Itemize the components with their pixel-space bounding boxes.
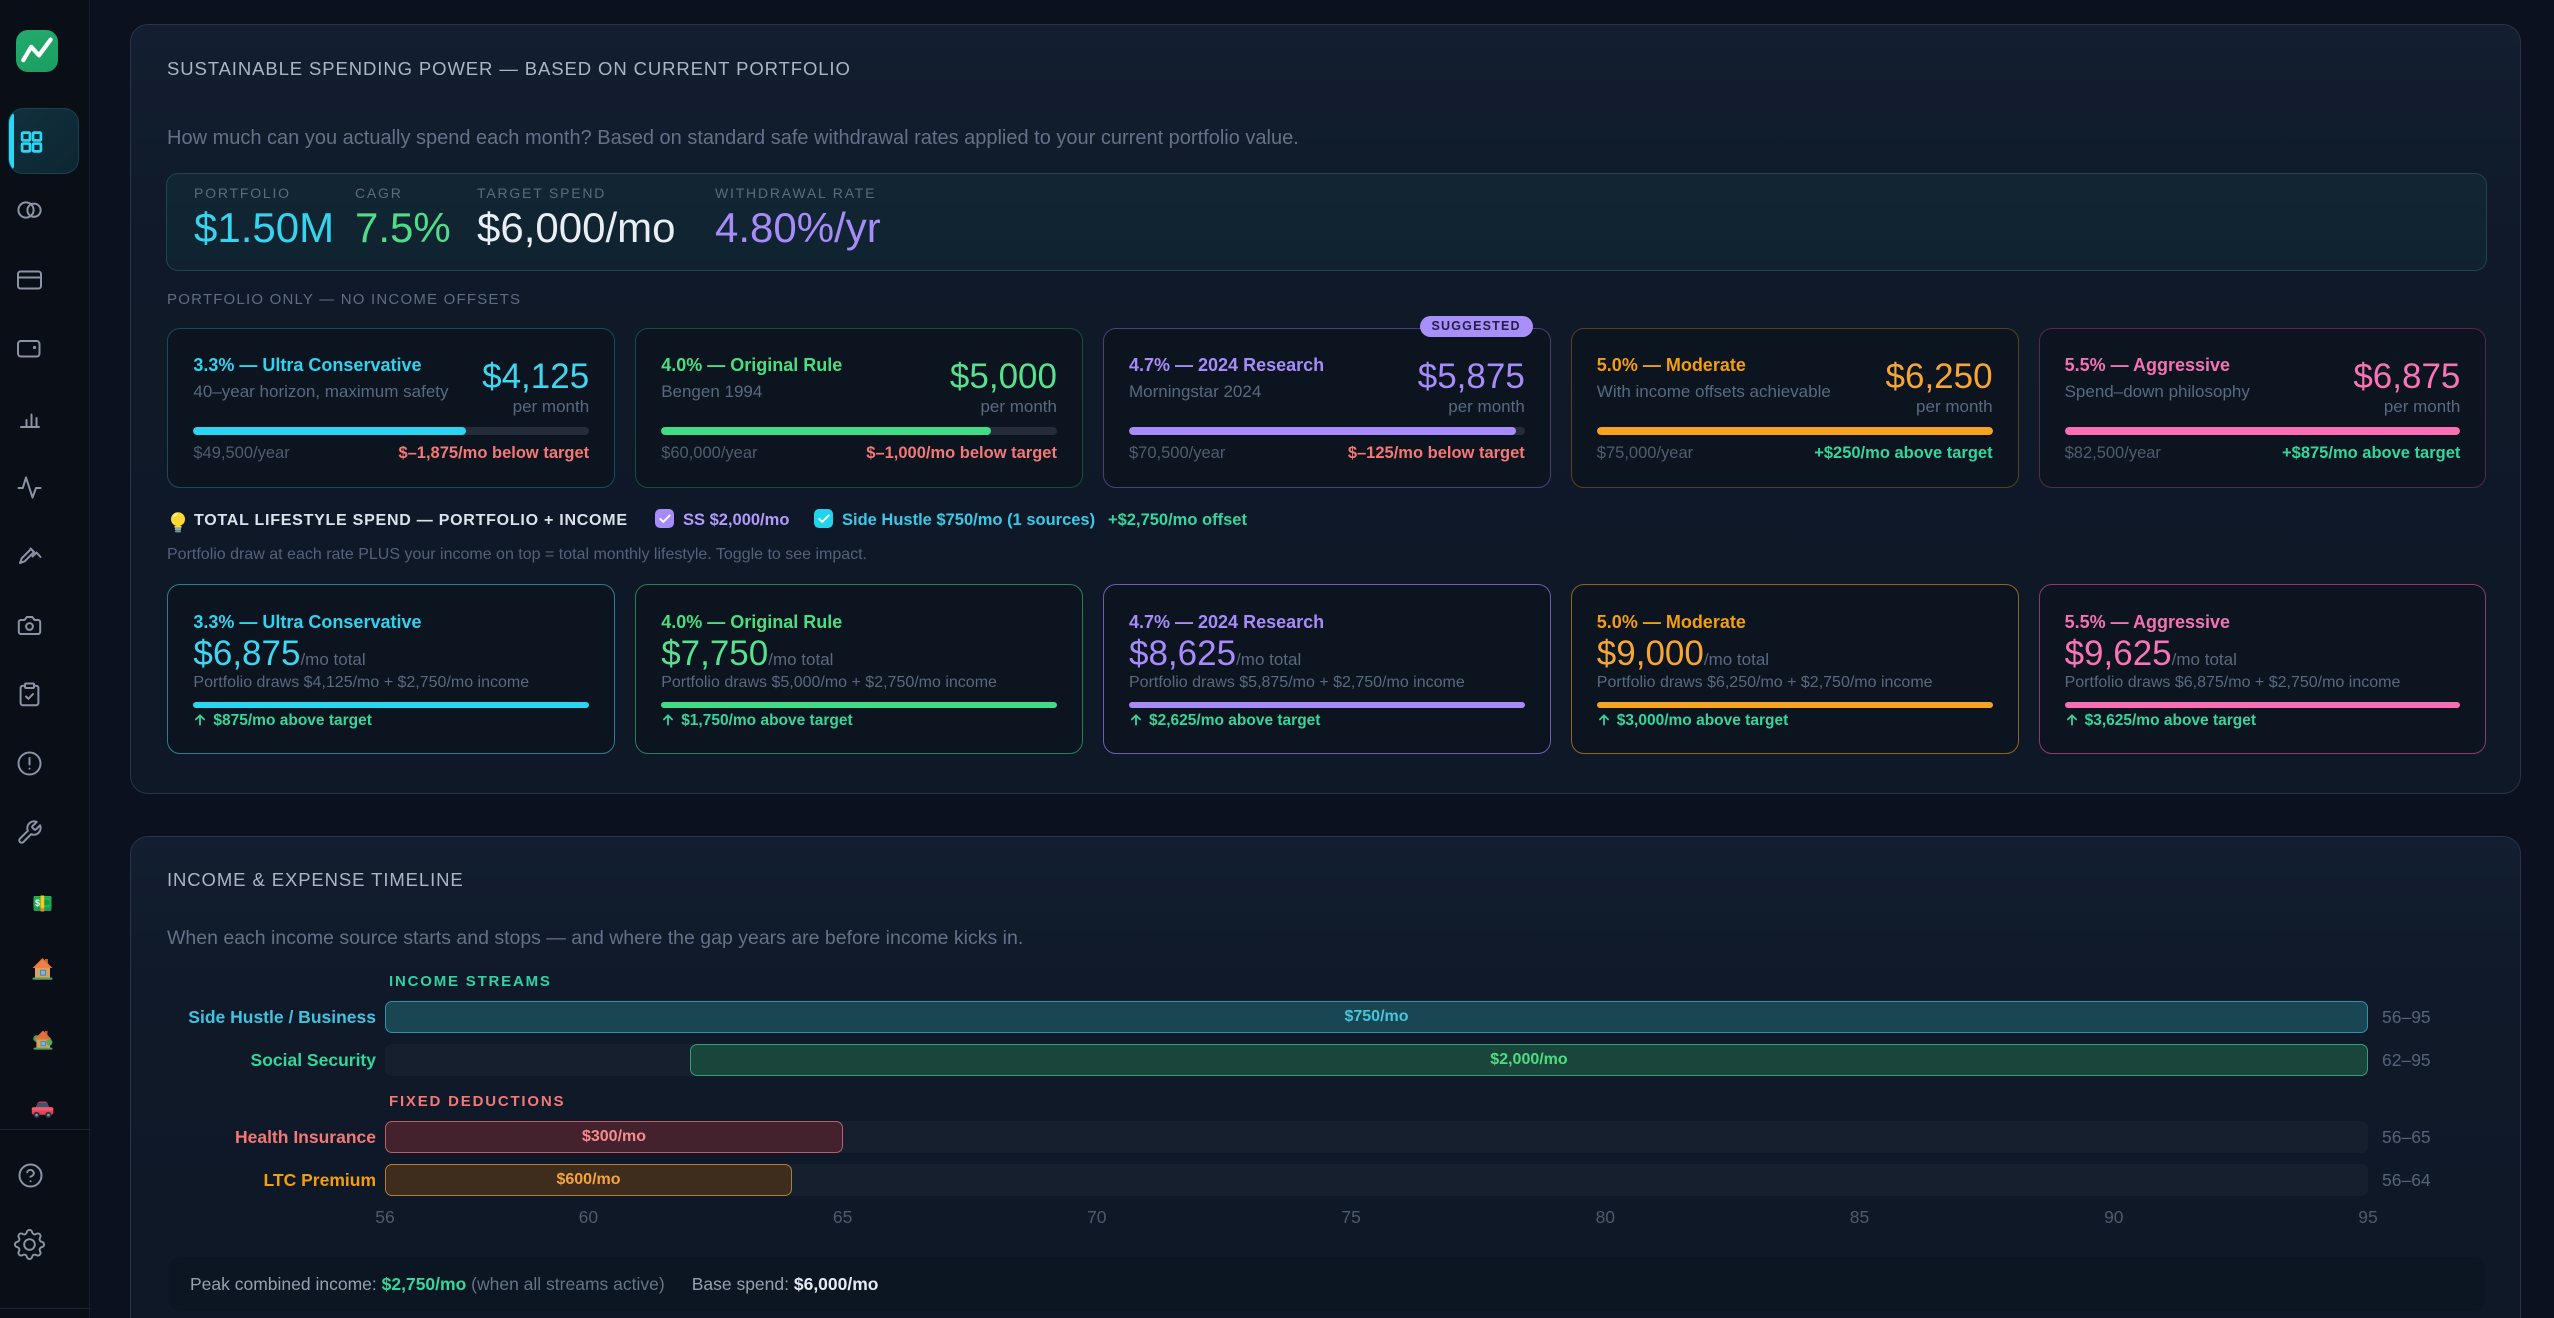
svg-text:$: $ [35,898,40,908]
